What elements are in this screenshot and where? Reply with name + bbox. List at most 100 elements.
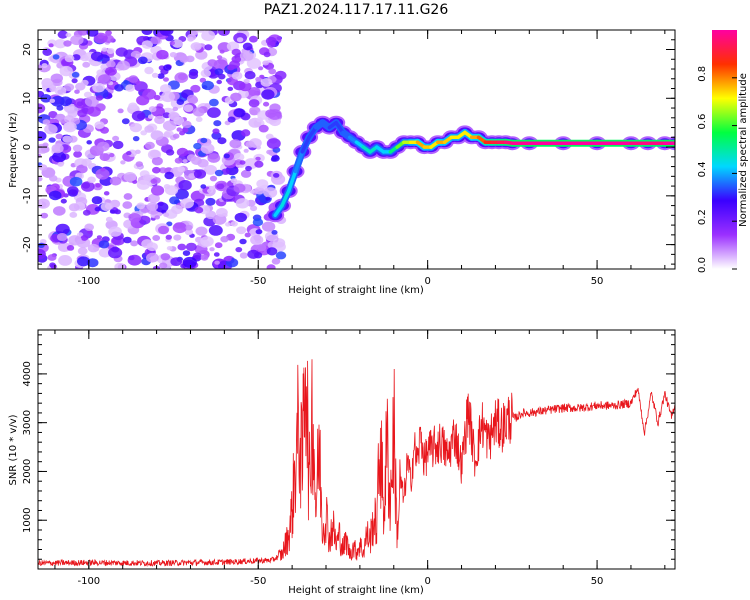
noise-blob — [160, 253, 171, 261]
colorbar-ticks: 0.0 0.2 0.4 0.6 0.8 — [697, 66, 737, 273]
noise-blob — [38, 200, 43, 207]
noise-blob — [216, 183, 225, 190]
noise-blob — [176, 127, 183, 132]
noise-blob — [169, 52, 177, 58]
noise-blob — [231, 71, 243, 80]
noise-blob — [48, 175, 58, 182]
noise-blob — [168, 111, 180, 121]
noise-blob — [123, 172, 137, 182]
noise-blob — [209, 175, 218, 182]
noise-blob — [158, 225, 169, 235]
noise-blob — [204, 44, 213, 51]
noise-blob — [130, 50, 141, 59]
noise-blob — [219, 49, 225, 54]
snr-y-axis-label: SNR (10 * v/v) — [8, 414, 19, 485]
noise-blob — [231, 55, 242, 63]
noise-blob — [244, 71, 256, 80]
noise-blob — [87, 243, 100, 253]
noise-blob — [188, 71, 199, 80]
noise-blob — [135, 149, 141, 154]
noise-blob — [144, 66, 154, 75]
noise-blob — [38, 131, 47, 141]
noise-blob — [216, 55, 223, 60]
noise-blob — [112, 135, 120, 142]
noise-blob — [182, 159, 188, 164]
noise-blob — [141, 239, 154, 249]
noise-blob — [154, 215, 160, 220]
noise-blob — [163, 77, 169, 82]
snr-panel: -100 -50 0 50 1000 2000 3000 4000 Height of st… — [8, 329, 676, 596]
noise-blob — [204, 103, 211, 109]
noise-blob — [91, 196, 103, 205]
ridge-core — [293, 150, 305, 174]
noise-blob — [38, 176, 43, 182]
noise-blob — [97, 74, 112, 85]
noise-blob — [184, 228, 193, 236]
noise-blob — [223, 153, 230, 159]
noise-blob — [52, 151, 67, 163]
snr-y-tick-label: 4000 — [22, 361, 33, 386]
noise-blob — [135, 161, 143, 168]
noise-blob — [212, 214, 227, 225]
noise-blob — [123, 193, 133, 200]
noise-blob — [208, 225, 223, 236]
noise-blob — [71, 71, 80, 78]
ridge-core — [273, 203, 284, 218]
noise-blob — [233, 153, 245, 162]
noise-blob — [227, 86, 234, 91]
noise-blob — [265, 196, 271, 201]
noise-blob — [230, 221, 238, 227]
noise-blob — [109, 209, 116, 214]
noise-blob — [165, 149, 175, 156]
noise-blob — [80, 54, 89, 62]
noise-blob — [162, 120, 177, 131]
noise-blob — [154, 115, 165, 125]
noise-blob — [105, 30, 112, 36]
noise-blob — [87, 176, 96, 184]
noise-blob — [160, 84, 172, 93]
noise-blob — [128, 213, 142, 223]
noise-blob — [169, 41, 175, 46]
spectrogram-y-ticks: -20 -10 0 10 20 — [22, 29, 675, 265]
noise-blob — [144, 125, 154, 133]
noise-blob — [41, 63, 48, 68]
noise-blob — [109, 176, 122, 186]
noise-blob — [165, 234, 172, 240]
noise-blob — [205, 197, 216, 206]
noise-blob — [200, 254, 209, 261]
noise-blob — [266, 149, 273, 155]
noise-blob — [62, 135, 72, 143]
noise-blob — [255, 229, 263, 235]
noise-blob — [93, 32, 108, 44]
noise-blob — [176, 147, 189, 157]
noise-blob — [274, 70, 287, 80]
noise-blob — [172, 106, 179, 112]
spectrogram-x-tick-label: -100 — [77, 276, 100, 287]
noise-blob — [255, 156, 261, 161]
noise-blob — [158, 167, 168, 174]
noise-blob — [180, 198, 194, 209]
noise-blob — [67, 186, 79, 195]
noise-blob — [255, 76, 262, 82]
noise-blob — [55, 133, 63, 140]
noise-blob — [200, 69, 211, 78]
noise-blob — [201, 80, 214, 91]
noise-blob — [207, 153, 221, 163]
noise-blob — [42, 48, 52, 56]
noise-blob — [163, 212, 170, 217]
noise-blob — [123, 236, 132, 244]
noise-blob — [175, 188, 189, 200]
noise-blob — [123, 79, 129, 84]
noise-blob — [49, 262, 56, 268]
noise-blob — [234, 212, 247, 223]
spectrogram-x-tick-label: 50 — [591, 276, 604, 287]
noise-blob — [263, 187, 278, 198]
noise-blob — [80, 235, 89, 241]
noise-blob — [179, 55, 189, 63]
noise-blob — [64, 83, 75, 92]
noise-blob — [57, 30, 69, 39]
noise-blob — [38, 242, 45, 248]
noise-blob — [109, 153, 115, 158]
noise-blob — [150, 36, 161, 45]
